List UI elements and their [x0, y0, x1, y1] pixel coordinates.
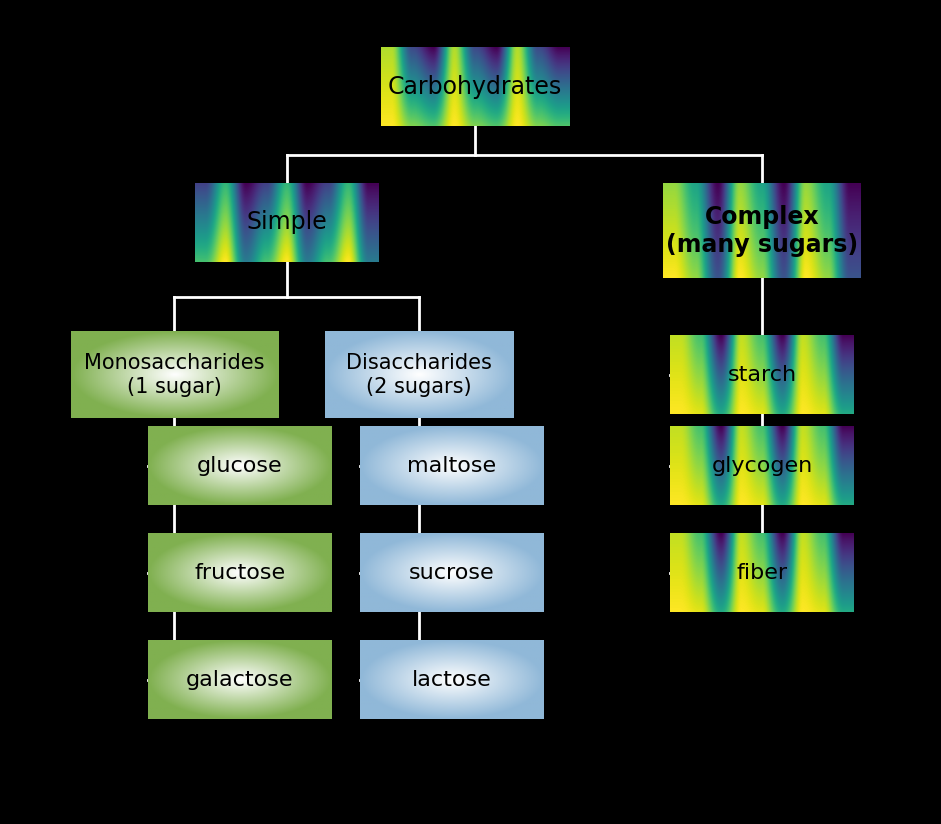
Text: lactose: lactose: [412, 670, 491, 690]
Text: Carbohydrates: Carbohydrates: [388, 74, 563, 99]
Text: fructose: fructose: [195, 563, 285, 583]
Text: glycogen: glycogen: [711, 456, 813, 475]
Text: Monosaccharides
(1 sugar): Monosaccharides (1 sugar): [84, 353, 264, 396]
Text: sucrose: sucrose: [409, 563, 494, 583]
Text: maltose: maltose: [407, 456, 496, 475]
Text: Disaccharides
(2 sugars): Disaccharides (2 sugars): [345, 353, 492, 396]
Text: Simple: Simple: [247, 210, 327, 235]
Text: Complex
(many sugars): Complex (many sugars): [666, 205, 858, 256]
Text: glucose: glucose: [198, 456, 282, 475]
Text: fiber: fiber: [737, 563, 788, 583]
Text: galactose: galactose: [186, 670, 294, 690]
Text: starch: starch: [727, 365, 797, 385]
